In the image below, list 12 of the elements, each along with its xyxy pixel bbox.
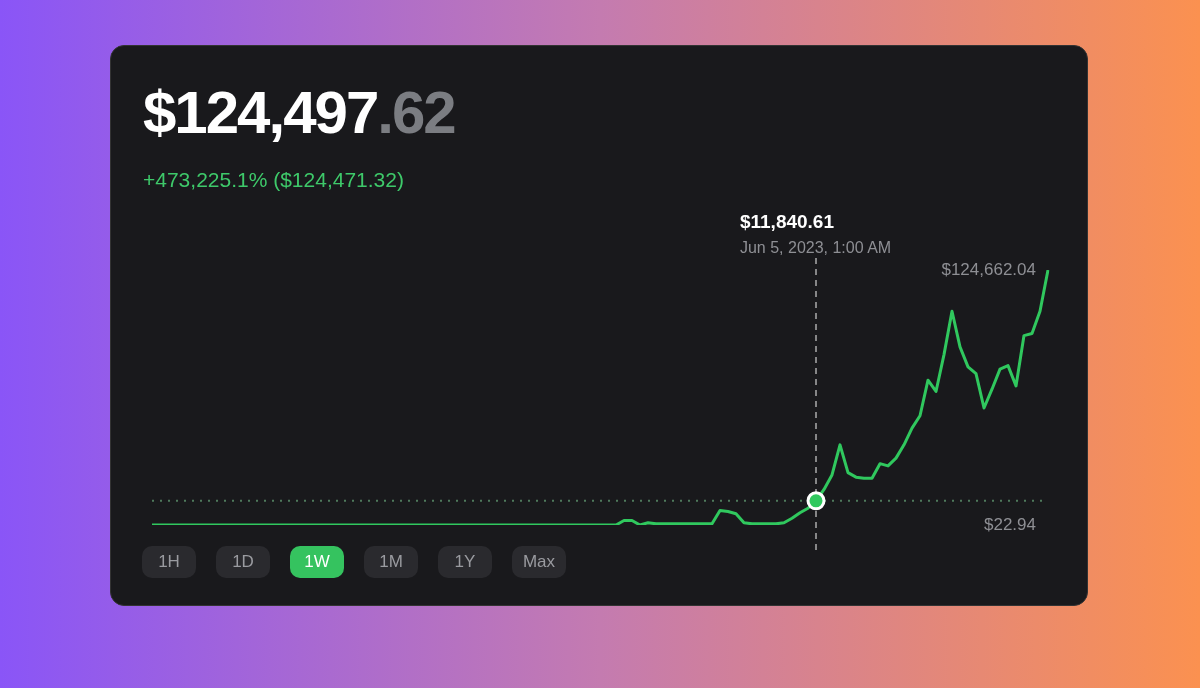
text: 1M (364, 546, 418, 578)
chart-title: $124,497.62 (143, 78, 455, 147)
text: 1Y (438, 546, 492, 578)
text: Jun 5, 2023, 1:00 AM (739, 239, 892, 256)
y-tick-label: $22.94 (984, 514, 1036, 534)
text: 1H (142, 546, 196, 578)
text: 1D (216, 546, 270, 578)
text: 1W (290, 546, 344, 578)
text: $11,840.61 (739, 211, 835, 232)
y-tick-label: $124,662.04 (941, 259, 1036, 279)
chart-subtitle: +473,225.1% ($124,471.32) (143, 168, 404, 192)
text: Max (512, 546, 566, 578)
